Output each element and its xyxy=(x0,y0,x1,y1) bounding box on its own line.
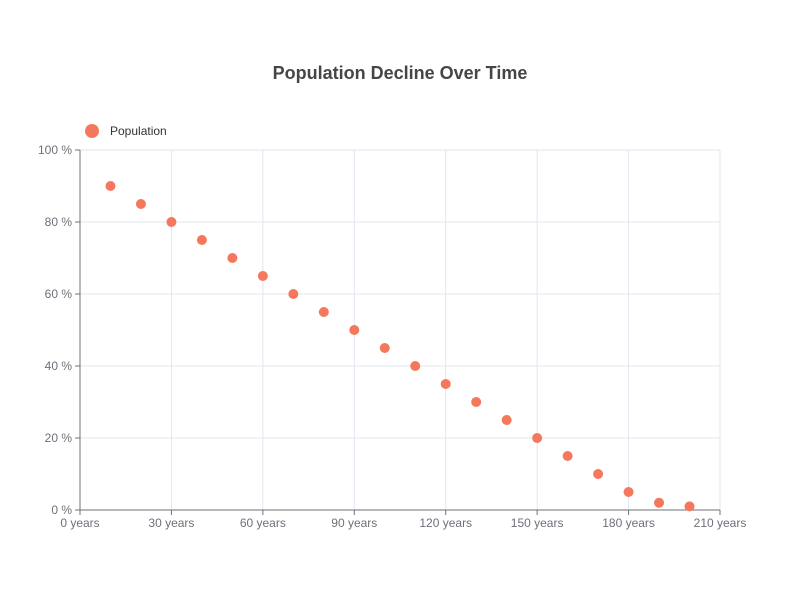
y-axis-tick-label: 80 % xyxy=(45,215,73,229)
y-axis-tick-label: 100 % xyxy=(38,143,72,157)
x-axis-tick-label: 120 years xyxy=(419,516,472,530)
x-axis-ticks: 0 years 30 years 60 years 90 years 120 years… xyxy=(60,510,746,530)
population-data-point[interactable] xyxy=(532,433,543,443)
x-axis-tick-label: 90 years xyxy=(331,516,377,530)
chart-title: Population Decline Over Time xyxy=(273,63,528,83)
population-data-point[interactable] xyxy=(684,501,695,512)
population-data-point[interactable] xyxy=(288,289,299,299)
population-data-point[interactable] xyxy=(562,451,573,461)
population-data-point[interactable] xyxy=(105,181,116,191)
x-axis-tick-label: 150 years xyxy=(511,516,564,530)
legend[interactable]: Population xyxy=(85,124,167,138)
population-data-point[interactable] xyxy=(410,361,421,371)
series-points xyxy=(105,181,695,512)
population-data-point[interactable] xyxy=(501,415,512,425)
axes xyxy=(79,150,720,511)
y-axis-ticks: 0 % 20 % 40 % 60 % 80 % 100 % xyxy=(38,143,80,517)
population-data-point[interactable] xyxy=(623,487,634,497)
population-data-point[interactable] xyxy=(440,379,451,389)
population-data-point[interactable] xyxy=(135,199,146,209)
y-axis-tick-label: 0 % xyxy=(51,503,72,517)
population-data-point[interactable] xyxy=(166,217,177,227)
y-axis-tick-label: 20 % xyxy=(45,431,73,445)
y-axis-tick-label: 40 % xyxy=(45,359,73,373)
population-data-point[interactable] xyxy=(257,271,268,281)
population-data-point[interactable] xyxy=(471,397,482,407)
population-data-point[interactable] xyxy=(349,325,360,335)
x-axis-tick-label: 210 years xyxy=(694,516,747,530)
legend-label-population[interactable]: Population xyxy=(110,124,167,138)
population-data-point[interactable] xyxy=(654,497,665,508)
grid xyxy=(80,149,721,510)
population-data-point[interactable] xyxy=(227,253,238,263)
population-data-point[interactable] xyxy=(379,343,390,353)
legend-marker[interactable] xyxy=(85,124,99,138)
x-axis-tick-label: 30 years xyxy=(148,516,194,530)
x-axis-tick-label: 60 years xyxy=(240,516,286,530)
population-data-point[interactable] xyxy=(196,235,207,245)
x-axis-tick-label: 0 years xyxy=(60,516,99,530)
population-data-point[interactable] xyxy=(318,307,329,317)
y-axis-tick-label: 60 % xyxy=(45,287,73,301)
population-data-point[interactable] xyxy=(593,469,604,479)
x-axis-tick-label: 180 years xyxy=(602,516,655,530)
